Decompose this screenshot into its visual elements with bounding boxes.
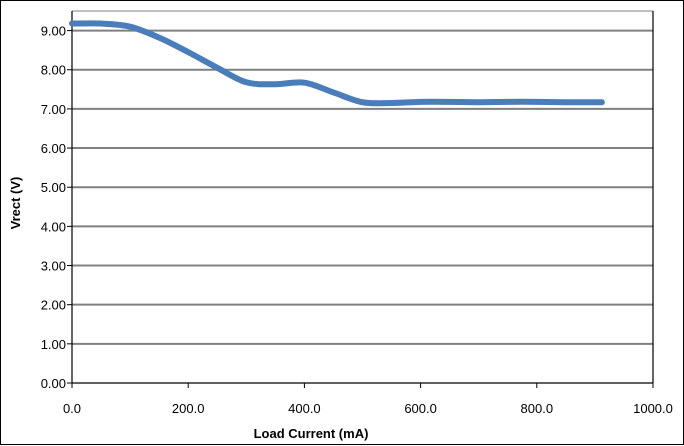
x-tick-label: 0.0 — [63, 401, 81, 416]
y-tick-label: 5.00 — [41, 180, 66, 195]
y-tick-label: 8.00 — [41, 63, 66, 78]
y-tick-label: 1.00 — [41, 337, 66, 352]
x-tick-label: 200.0 — [172, 401, 205, 416]
y-tick-label: 2.00 — [41, 298, 66, 313]
gridlines — [72, 11, 653, 344]
y-tick-label: 0.00 — [41, 376, 66, 391]
y-tick-label: 6.00 — [41, 141, 66, 156]
series-line — [72, 23, 602, 103]
y-tick-labels: 0.00 1.00 2.00 3.00 4.00 5.00 6.00 7.00 8.00 9.00 — [41, 24, 66, 391]
y-tick-label: 3.00 — [41, 259, 66, 274]
series-layer — [72, 23, 602, 103]
x-tick-label: 800.0 — [521, 401, 554, 416]
y-tick-label: 4.00 — [41, 219, 66, 234]
x-tick-labels: 0.0 200.0 400.0 600.0 800.0 1000.0 — [63, 401, 673, 416]
x-tick-label: 1000.0 — [633, 401, 673, 416]
x-axis-title: Load Current (mA) — [254, 426, 369, 441]
y-tick-label: 7.00 — [41, 102, 66, 117]
x-tick-label: 600.0 — [404, 401, 437, 416]
y-axis-title: Vrect (V) — [8, 177, 23, 230]
x-tick-label: 400.0 — [288, 401, 321, 416]
axes — [67, 11, 653, 388]
y-tick-label: 9.00 — [41, 24, 66, 39]
